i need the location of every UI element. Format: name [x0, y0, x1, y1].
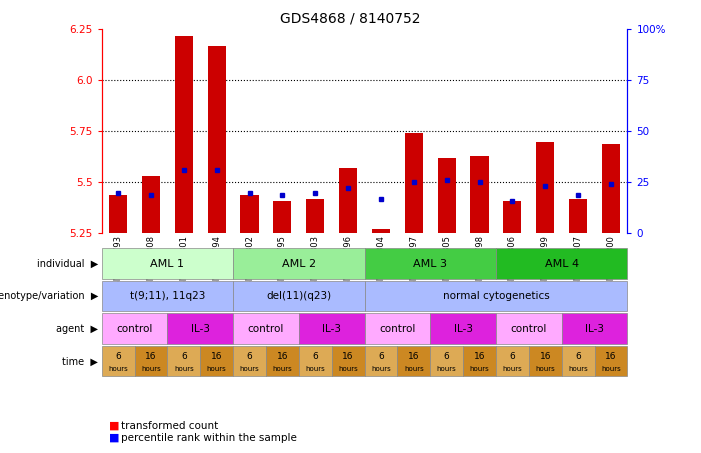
Text: IL-3: IL-3	[322, 324, 341, 334]
Text: transformed count: transformed count	[121, 421, 219, 431]
Text: ■: ■	[109, 421, 119, 431]
Text: agent  ▶: agent ▶	[56, 324, 98, 334]
Text: hours: hours	[240, 366, 259, 372]
Text: control: control	[510, 324, 547, 334]
Text: AML 1: AML 1	[150, 259, 184, 269]
Text: hours: hours	[601, 366, 621, 372]
Text: hours: hours	[108, 366, 128, 372]
Text: hours: hours	[273, 366, 292, 372]
Text: hours: hours	[503, 366, 522, 372]
Text: hours: hours	[470, 366, 489, 372]
Text: 16: 16	[277, 352, 288, 361]
Text: hours: hours	[536, 366, 555, 372]
Text: AML 2: AML 2	[282, 259, 316, 269]
Text: 16: 16	[145, 352, 157, 361]
Text: t(9;11), 11q23: t(9;11), 11q23	[130, 291, 205, 301]
Bar	[372, 229, 390, 233]
Text: hours: hours	[174, 366, 193, 372]
Text: hours: hours	[371, 366, 391, 372]
Bar	[503, 201, 522, 233]
Text: AML 3: AML 3	[413, 259, 447, 269]
Text: hours: hours	[306, 366, 325, 372]
Text: IL-3: IL-3	[191, 324, 210, 334]
Bar	[437, 158, 456, 233]
Text: 6: 6	[181, 352, 186, 361]
Text: 6: 6	[115, 352, 121, 361]
Text: 6: 6	[576, 352, 581, 361]
Text: 6: 6	[247, 352, 252, 361]
Text: control: control	[379, 324, 416, 334]
Bar	[273, 201, 292, 233]
Text: 6: 6	[444, 352, 449, 361]
Bar	[536, 141, 554, 233]
Bar	[306, 199, 325, 233]
Text: 6: 6	[313, 352, 318, 361]
Bar	[569, 199, 587, 233]
Bar	[602, 144, 620, 233]
Text: AML 4: AML 4	[545, 259, 579, 269]
Text: hours: hours	[141, 366, 161, 372]
Text: GDS4868 / 8140752: GDS4868 / 8140752	[280, 11, 421, 25]
Bar	[142, 176, 160, 233]
Bar	[339, 168, 357, 233]
Bar	[109, 195, 127, 233]
Text: normal cytogenetics: normal cytogenetics	[442, 291, 550, 301]
Text: 16: 16	[408, 352, 420, 361]
Text: time  ▶: time ▶	[62, 357, 98, 366]
Text: 16: 16	[474, 352, 485, 361]
Text: IL-3: IL-3	[585, 324, 604, 334]
Text: 6: 6	[510, 352, 515, 361]
Text: hours: hours	[207, 366, 226, 372]
Text: 16: 16	[211, 352, 222, 361]
Text: 6: 6	[378, 352, 384, 361]
Bar	[240, 195, 259, 233]
Text: ■: ■	[109, 433, 119, 443]
Text: 16: 16	[605, 352, 617, 361]
Text: percentile rank within the sample: percentile rank within the sample	[121, 433, 297, 443]
Text: 16: 16	[540, 352, 551, 361]
Bar	[470, 156, 489, 233]
Text: hours: hours	[404, 366, 423, 372]
Text: del(11)(q23): del(11)(q23)	[266, 291, 332, 301]
Text: hours: hours	[437, 366, 456, 372]
Bar	[175, 36, 193, 233]
Text: IL-3: IL-3	[454, 324, 472, 334]
Text: hours: hours	[338, 366, 358, 372]
Bar	[404, 133, 423, 233]
Text: control: control	[116, 324, 153, 334]
Bar	[207, 46, 226, 233]
Text: genotype/variation  ▶: genotype/variation ▶	[0, 291, 98, 301]
Text: control: control	[247, 324, 284, 334]
Text: 16: 16	[342, 352, 354, 361]
Text: hours: hours	[569, 366, 588, 372]
Text: individual  ▶: individual ▶	[37, 259, 98, 269]
